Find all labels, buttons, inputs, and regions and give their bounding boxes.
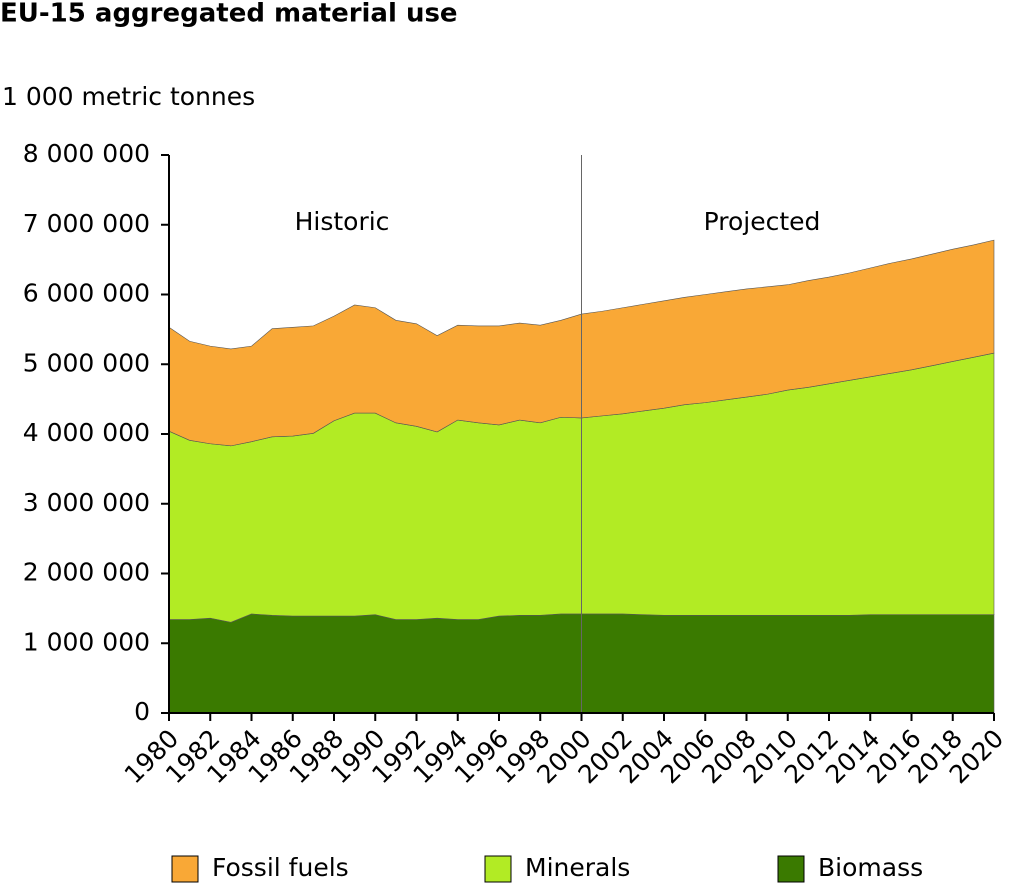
y-tick-label: 4 000 000 — [23, 418, 150, 447]
chart-title: EU-15 aggregated material use — [0, 0, 458, 29]
legend-label: Fossil fuels — [212, 853, 349, 882]
y-tick-label: 6 000 000 — [23, 279, 150, 308]
legend-label: Biomass — [818, 853, 923, 882]
y-tick-label: 7 000 000 — [23, 209, 150, 238]
annotation: Projected — [704, 207, 821, 236]
y-tick-label: 0 — [134, 697, 150, 726]
y-axis-label: 1 000 metric tonnes — [2, 82, 255, 111]
legend-label: Minerals — [525, 853, 630, 882]
legend-swatch — [484, 855, 512, 883]
annotation: Historic — [295, 207, 390, 236]
legend-swatch — [777, 855, 805, 883]
legend-swatch — [171, 855, 199, 883]
y-tick-label: 1 000 000 — [23, 627, 150, 656]
y-tick-label: 8 000 000 — [23, 139, 150, 168]
y-tick-label: 5 000 000 — [23, 348, 150, 377]
y-tick-label: 2 000 000 — [23, 558, 150, 587]
y-tick-label: 3 000 000 — [23, 488, 150, 517]
